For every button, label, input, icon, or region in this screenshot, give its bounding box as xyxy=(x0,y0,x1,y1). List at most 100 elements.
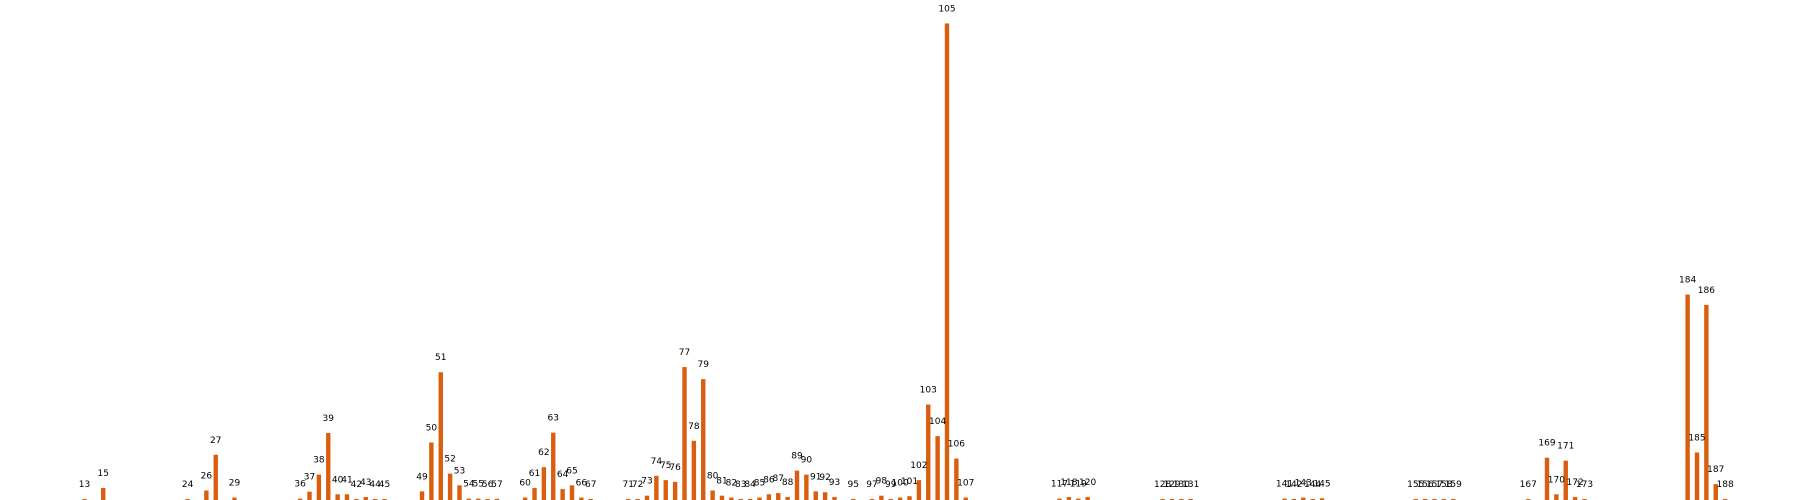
bar-73 xyxy=(644,495,650,500)
bar-117 xyxy=(1057,498,1062,500)
bar-74 xyxy=(654,475,659,500)
bar-81 xyxy=(719,495,725,500)
bar-141 xyxy=(1282,498,1287,500)
data-label-100: 100 xyxy=(892,479,909,489)
data-label-98: 98 xyxy=(876,477,888,487)
bar-71 xyxy=(626,498,631,500)
bar-103 xyxy=(926,404,931,500)
bar-107 xyxy=(963,497,968,500)
data-label-172: 172 xyxy=(1567,478,1584,488)
data-label-187: 187 xyxy=(1707,465,1724,475)
bar-39 xyxy=(326,433,331,500)
bar-119 xyxy=(1076,498,1081,500)
data-label-29: 29 xyxy=(229,479,241,489)
data-label-37: 37 xyxy=(304,473,315,483)
bars-group xyxy=(82,23,1728,500)
bar-54 xyxy=(466,498,472,500)
data-label-27: 27 xyxy=(210,436,221,446)
data-label-54: 54 xyxy=(463,480,475,490)
data-label-78: 78 xyxy=(688,422,700,432)
data-label-107: 107 xyxy=(957,479,974,489)
data-label-130: 130 xyxy=(1173,480,1190,490)
data-label-185: 185 xyxy=(1688,434,1705,444)
bar-63 xyxy=(551,432,556,500)
data-label-64: 64 xyxy=(557,470,569,480)
data-label-26: 26 xyxy=(201,472,213,482)
data-label-63: 63 xyxy=(548,414,559,424)
bar-65 xyxy=(569,485,575,500)
data-label-141: 141 xyxy=(1276,480,1293,490)
data-label-143: 143 xyxy=(1295,479,1312,489)
data-label-145: 145 xyxy=(1313,479,1330,489)
data-label-83: 83 xyxy=(735,480,746,490)
data-label-188: 188 xyxy=(1717,480,1734,490)
data-label-50: 50 xyxy=(426,424,438,434)
data-label-131: 131 xyxy=(1182,480,1199,490)
data-label-157: 157 xyxy=(1426,480,1443,490)
data-label-186: 186 xyxy=(1698,286,1715,296)
bar-29 xyxy=(232,497,237,500)
bar-169 xyxy=(1544,457,1550,500)
data-label-155: 155 xyxy=(1407,480,1424,490)
data-label-65: 65 xyxy=(566,466,577,476)
bar-27 xyxy=(213,454,218,500)
data-label-91: 91 xyxy=(810,472,821,482)
data-label-73: 73 xyxy=(641,477,652,487)
data-label-61: 61 xyxy=(529,469,540,479)
data-label-128: 128 xyxy=(1154,480,1171,490)
bar-155 xyxy=(1413,498,1418,500)
bar-84 xyxy=(747,498,753,500)
data-label-77: 77 xyxy=(679,348,690,358)
data-label-55: 55 xyxy=(473,480,484,490)
data-label-81: 81 xyxy=(716,477,727,487)
data-label-49: 49 xyxy=(416,472,428,482)
bar-76 xyxy=(672,481,678,500)
data-label-89: 89 xyxy=(791,452,803,462)
bar-158 xyxy=(1441,498,1447,500)
bar-61 xyxy=(532,487,537,500)
data-label-75: 75 xyxy=(660,461,671,471)
bar-40 xyxy=(335,494,340,500)
bar-38 xyxy=(316,474,322,500)
data-label-95: 95 xyxy=(848,480,859,490)
bar-102 xyxy=(916,480,922,500)
data-label-24: 24 xyxy=(182,480,194,490)
data-label-39: 39 xyxy=(323,414,335,424)
data-label-118: 118 xyxy=(1060,478,1077,488)
bar-49 xyxy=(419,491,425,500)
bar-15 xyxy=(101,487,106,500)
data-label-101: 101 xyxy=(901,477,918,487)
bar-171 xyxy=(1563,460,1568,500)
data-label-52: 52 xyxy=(444,455,455,465)
data-label-90: 90 xyxy=(801,456,813,466)
data-label-43: 43 xyxy=(360,478,371,488)
bar-170 xyxy=(1554,494,1559,500)
data-label-93: 93 xyxy=(829,478,840,488)
data-label-99: 99 xyxy=(885,480,897,490)
data-label-92: 92 xyxy=(819,473,830,483)
data-label-15: 15 xyxy=(98,469,109,479)
bar-72 xyxy=(635,498,640,500)
data-label-51: 51 xyxy=(435,353,446,363)
data-label-60: 60 xyxy=(519,479,531,489)
bar-43 xyxy=(363,497,368,500)
bar-53 xyxy=(457,485,462,500)
bar-131 xyxy=(1188,498,1193,500)
bar-95 xyxy=(851,498,856,500)
data-label-106: 106 xyxy=(948,440,965,450)
bar-83 xyxy=(738,498,743,500)
data-label-79: 79 xyxy=(698,360,710,370)
data-label-85: 85 xyxy=(754,479,765,489)
bar-187 xyxy=(1713,484,1718,500)
bar-86 xyxy=(766,494,772,500)
bar-82 xyxy=(729,497,734,500)
data-label-156: 156 xyxy=(1417,480,1434,490)
data-label-80: 80 xyxy=(707,472,719,482)
bar-66 xyxy=(579,497,584,500)
data-label-86: 86 xyxy=(763,475,775,485)
bar-57 xyxy=(494,498,500,500)
bar-51 xyxy=(438,372,443,500)
bar-42 xyxy=(354,498,359,500)
bar-26 xyxy=(204,490,209,500)
